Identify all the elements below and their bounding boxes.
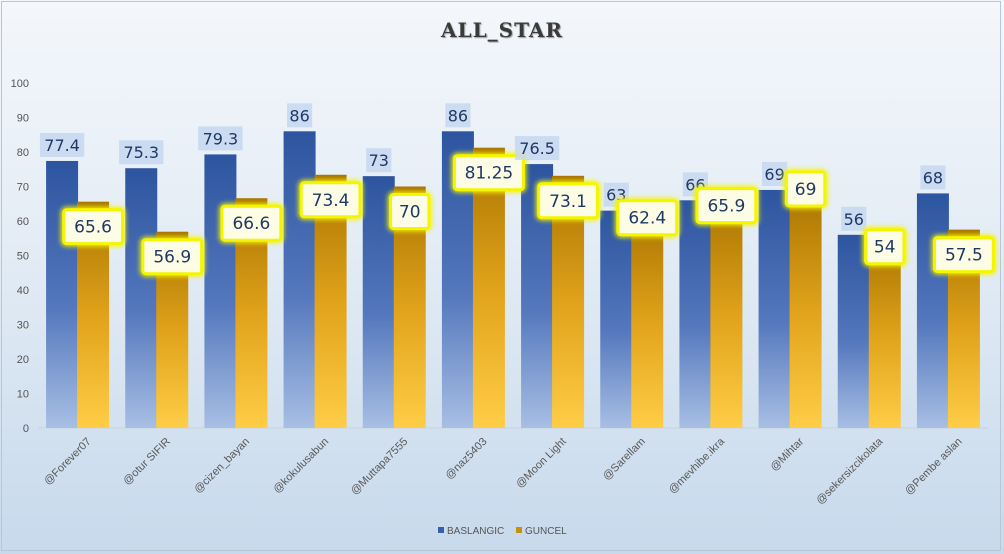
x-tick-label: @Pembe aslan xyxy=(903,436,965,498)
x-tick-label: @Muttapa7555 xyxy=(349,436,411,498)
data-label-bg-baslangic xyxy=(39,132,85,157)
x-tick-label: @cizen_bayan xyxy=(192,436,252,496)
bar-guncel xyxy=(472,147,505,428)
x-tick-label: @Sarellam xyxy=(601,436,648,483)
y-tick-label: 100 xyxy=(11,78,29,90)
legend-label-guncel: GUNCEL xyxy=(525,526,567,537)
bar-baslangic xyxy=(916,193,949,428)
data-label-guncel: 62.4 xyxy=(628,209,666,229)
x-tick-label: @Moon Light xyxy=(514,436,569,491)
data-label-baslangic: 76.5 xyxy=(519,139,555,158)
data-label-box-guncel xyxy=(933,236,995,274)
bar-baslangic xyxy=(125,168,158,428)
y-tick-label: 0 xyxy=(23,423,29,435)
data-label-guncel: 65.9 xyxy=(707,197,745,217)
x-tick-label: @sekersizcikolata xyxy=(814,435,886,507)
data-label-guncel: 66.6 xyxy=(232,214,270,234)
legend-label-baslangic: BASLANGIC xyxy=(447,526,504,537)
bar-baslangic xyxy=(758,189,791,428)
data-label-box-guncel xyxy=(452,154,525,192)
data-label-bg-baslangic xyxy=(119,140,164,165)
data-label-bg-baslangic xyxy=(198,126,243,151)
data-label-baslangic: 56 xyxy=(844,210,864,229)
bar-baslangic xyxy=(600,210,633,428)
bar-baslangic xyxy=(204,154,237,429)
x-tick-label: @Forever07 xyxy=(42,436,94,488)
x-axis: @Forever07 @otur SIFIR @cizen_bayan @kokulu… xyxy=(42,435,965,507)
bar-baslangic xyxy=(283,131,316,429)
data-label-baslangic: 86 xyxy=(448,106,468,125)
bar-baslangic xyxy=(679,200,712,428)
bar-guncel xyxy=(710,200,743,428)
legend-swatch-baslangic xyxy=(438,527,444,533)
legend: BASLANGIC GUNCEL xyxy=(438,526,567,537)
data-label-box-guncel xyxy=(141,238,204,276)
y-tick-label: 70 xyxy=(17,182,29,194)
bar-guncel xyxy=(789,189,822,428)
data-label-box-guncel xyxy=(784,170,827,208)
data-label-box-guncel xyxy=(389,193,431,230)
data-label-baslangic: 75.3 xyxy=(123,143,159,162)
x-tick-label: @otur SIFIR xyxy=(121,436,173,488)
data-label-bg-baslangic xyxy=(920,165,946,190)
data-label-guncel: 54 xyxy=(874,238,896,258)
data-label-box-guncel xyxy=(299,181,362,219)
data-label-guncel: 73.4 xyxy=(312,191,350,211)
data-label-baslangic: 68 xyxy=(923,168,943,187)
data-label-box-guncel xyxy=(616,199,679,237)
y-tick-label: 90 xyxy=(17,113,29,125)
x-tick-label: @mevhibe.ikra xyxy=(667,435,728,496)
x-tick-label: @kokulusabun xyxy=(271,436,331,496)
data-labels: 77.4 65.6 75.3 56.9 79.3 66.6 86 73.4 73 70 86 81.2… xyxy=(39,103,997,277)
data-label-box-guncel xyxy=(864,228,906,266)
data-label-guncel: 81.25 xyxy=(465,164,514,184)
data-label-bg-baslangic xyxy=(286,103,313,128)
data-label-box-guncel xyxy=(537,182,599,220)
data-label-guncel: 70 xyxy=(399,203,421,223)
data-label-bg-baslangic xyxy=(445,103,471,128)
x-tick-label: @naz5403 xyxy=(443,436,489,482)
data-label-bg-baslangic xyxy=(761,161,788,186)
y-axis: 0 10 20 30 40 50 60 70 80 90 100 xyxy=(11,78,988,435)
data-label-baslangic: 77.4 xyxy=(44,136,80,155)
data-label-guncel: 69 xyxy=(795,180,817,200)
data-label-guncel: 56.9 xyxy=(153,248,191,268)
data-label-guncel: 73.1 xyxy=(549,192,587,212)
data-label-bg-baslangic xyxy=(514,136,560,161)
data-label-baslangic: 69 xyxy=(764,165,784,184)
data-label-box-guncel xyxy=(220,204,283,242)
legend-swatch-guncel xyxy=(516,527,522,533)
y-tick-label: 30 xyxy=(17,320,29,332)
data-label-baslangic: 86 xyxy=(289,106,309,125)
y-tick-label: 60 xyxy=(17,216,29,228)
chart-title: ALL_STAR xyxy=(440,18,563,42)
bar-baslangic xyxy=(46,160,79,428)
data-label-guncel: 65.6 xyxy=(74,218,112,238)
data-label-box-guncel xyxy=(62,208,124,246)
data-label-baslangic: 79.3 xyxy=(203,129,239,148)
data-label-bg-baslangic xyxy=(366,148,392,173)
y-tick-label: 50 xyxy=(17,251,29,263)
x-tick-label: @Mihtar xyxy=(768,435,806,473)
y-tick-label: 10 xyxy=(17,389,29,401)
data-label-box-guncel xyxy=(695,187,758,225)
bar-guncel xyxy=(631,212,664,428)
data-label-baslangic: 73 xyxy=(369,151,389,170)
y-tick-label: 40 xyxy=(17,285,29,297)
y-tick-label: 20 xyxy=(17,354,29,366)
data-label-guncel: 57.5 xyxy=(945,246,983,266)
bar-guncel xyxy=(868,241,901,428)
bar-baslangic xyxy=(837,234,870,428)
data-label-bg-baslangic xyxy=(841,206,867,231)
y-tick-label: 80 xyxy=(17,147,29,159)
